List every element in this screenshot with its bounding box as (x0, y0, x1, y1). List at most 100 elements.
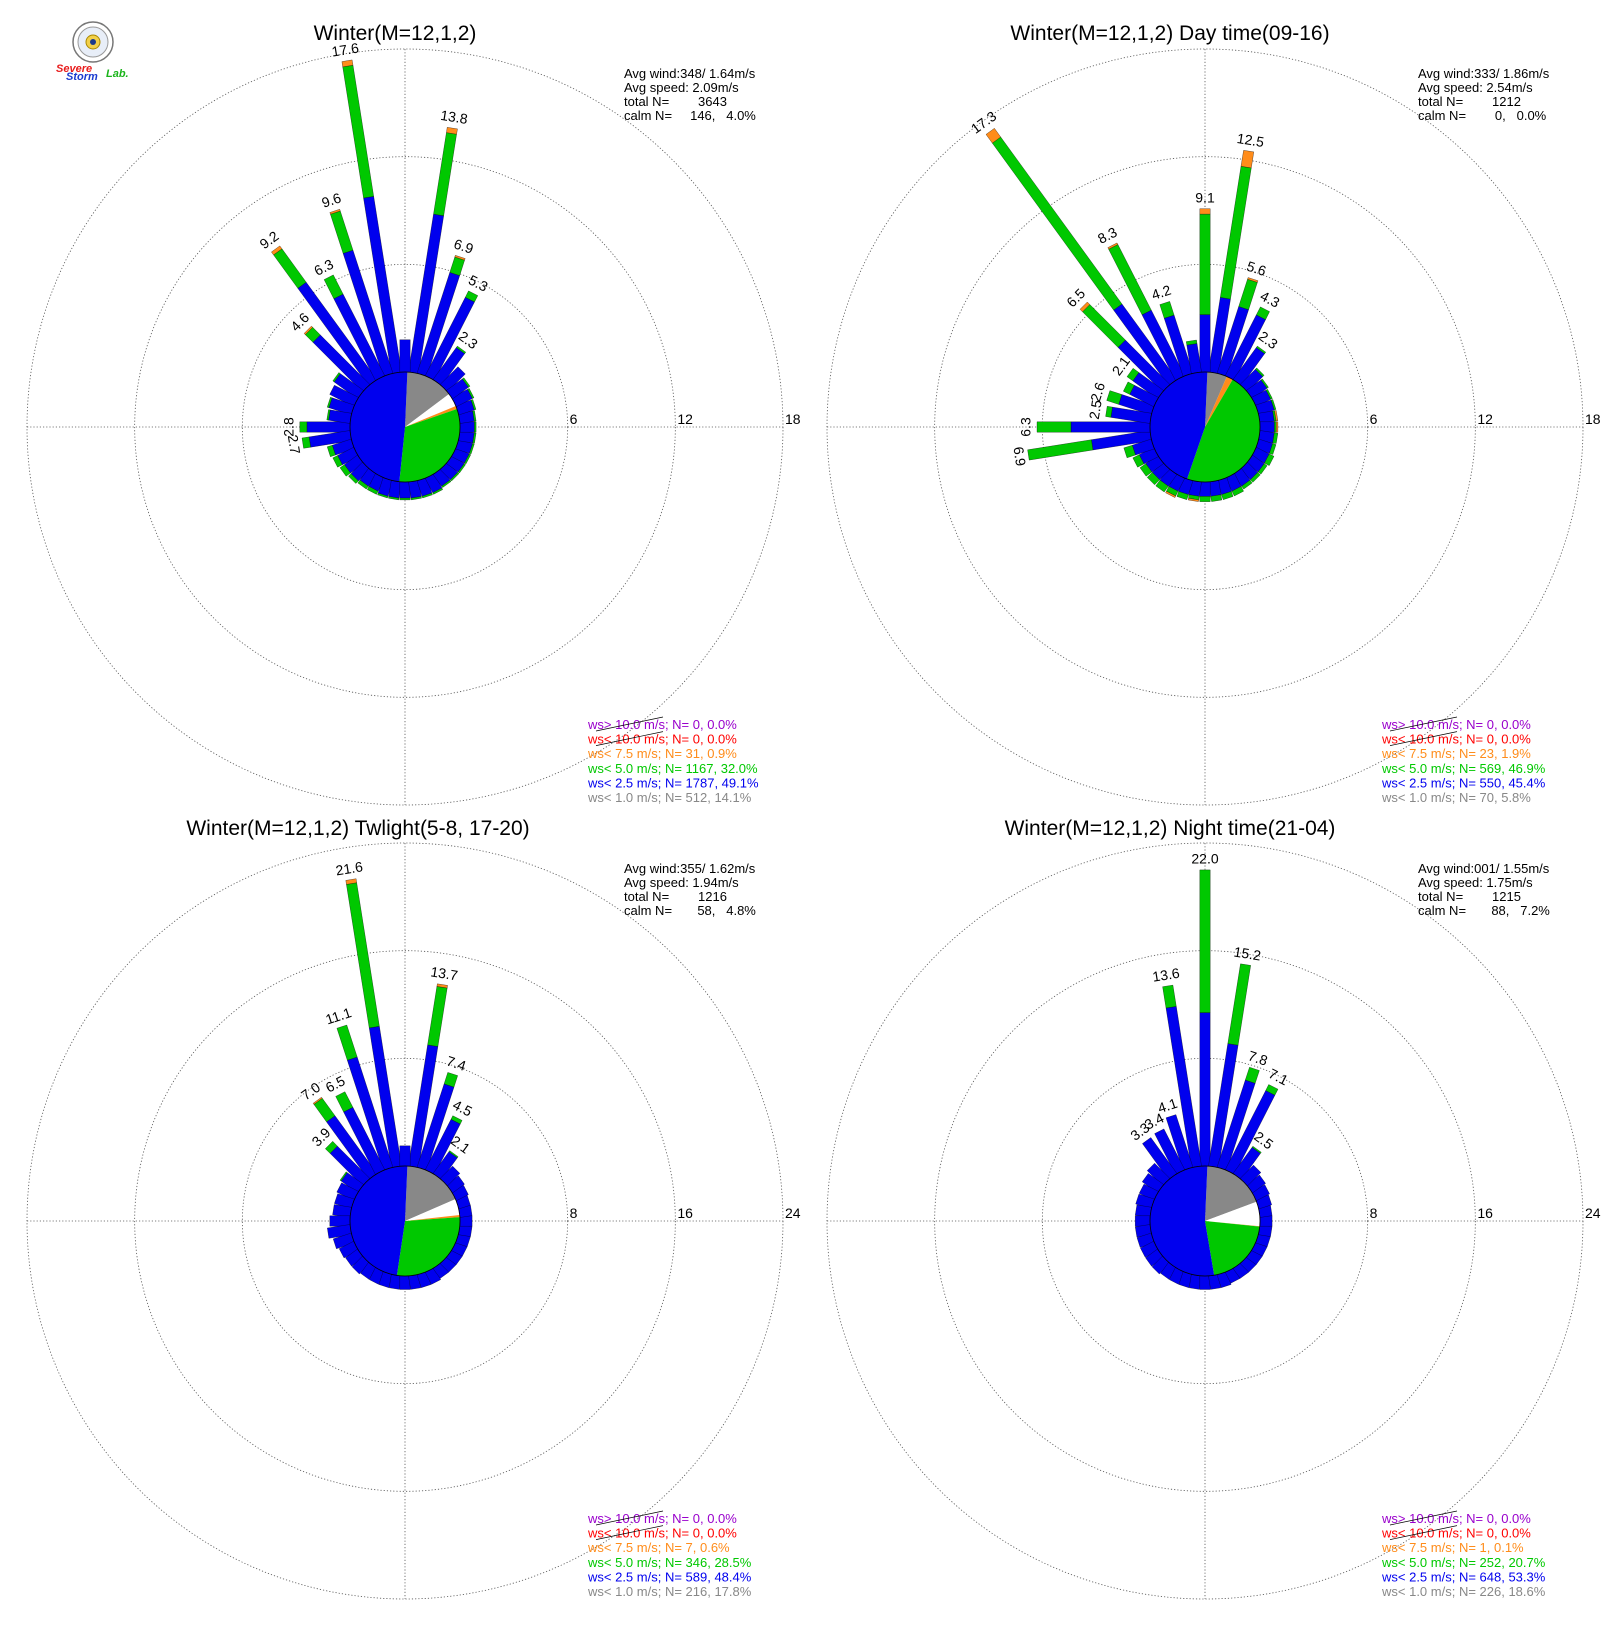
legend-strike (1389, 716, 1458, 732)
pie-slice (405, 1166, 456, 1221)
panel-title: Winter(M=12,1,2) Night time(21-04) (1005, 817, 1336, 840)
petal-segment (1186, 339, 1198, 346)
petal-segment (329, 1215, 351, 1227)
petal-segment (1165, 490, 1176, 498)
petal-segment (1199, 1275, 1211, 1290)
petal-value-label: 2.5 (1086, 399, 1105, 421)
petal-segment (410, 496, 422, 501)
pie-slice (405, 406, 457, 427)
petal-segment (1251, 1145, 1262, 1154)
petal-segment (1135, 1204, 1152, 1218)
petal-segment (1126, 368, 1140, 382)
logo-storm-text: Storm (66, 71, 98, 83)
center-pie (349, 371, 461, 483)
petal-bars (985, 128, 1279, 502)
petal-segment (472, 410, 477, 422)
petal-value-label: 21.6 (334, 858, 364, 878)
university-seal-icon (72, 21, 114, 63)
legend-entry: ws> 10.0 m/s; N= 0, 0.0% (587, 1511, 737, 1526)
wind-rose-panel: 21.613.711.17.47.0 6.54.53.9 2.1 8 16 24 Win… (26, 817, 801, 1600)
stats-block: Avg wind:348/ 1.64m/s Avg speed: 2.09m/s… (624, 66, 756, 123)
legend-strike (595, 1525, 664, 1540)
pie-outline (1149, 371, 1261, 483)
pie-slice (405, 372, 450, 427)
petal-segment (1135, 1215, 1151, 1227)
radial-tick-label: 12 (677, 411, 693, 427)
legend-entry: ws< 2.5 m/s; N= 648, 53.3% (1381, 1569, 1546, 1584)
petal-segment (458, 430, 475, 444)
petal-segment (1105, 406, 1113, 418)
petal-segment (1132, 454, 1145, 468)
pie-slice (349, 1165, 408, 1276)
radial-tick-label: 6 (1370, 411, 1378, 427)
petal-segment (346, 882, 380, 1029)
panel-title: Winter(M=12,1,2) (314, 22, 477, 45)
petal-segment (1221, 491, 1234, 500)
pie-slice (405, 1199, 460, 1221)
petal-value-label: 2.7 (285, 434, 304, 456)
petal-segment (357, 479, 369, 490)
grid-ring (241, 1057, 569, 1385)
speed-legend: ws> 10.0 m/s; N= 0, 0.0%ws< 10.0 m/s; N=… (1381, 716, 1546, 805)
petal-segment (1250, 472, 1261, 483)
petal-segment (1146, 472, 1160, 486)
legend-entry: ws< 7.5 m/s; N= 7, 0.6% (587, 1540, 730, 1555)
petal-segment (1155, 479, 1169, 493)
pie-slice (1187, 379, 1260, 482)
petal-value-label: 22.0 (1191, 851, 1218, 867)
wind-rose-panel: 17.613.89.69.2 6.96.35.34.62.32.82.7 6 12 1… (26, 22, 801, 806)
total-n: total N= 3643 (624, 94, 727, 109)
calm-n: calm N= 0, 0.0% (1418, 108, 1547, 123)
petal-segment (341, 59, 354, 68)
grid-ring (26, 842, 784, 1600)
pie-outline (349, 1165, 461, 1277)
petal-segment (462, 377, 471, 388)
petal-value-label: 11.1 (323, 1004, 353, 1027)
petal-value-label: 7.8 (1246, 1047, 1270, 1068)
petal-bars (1135, 869, 1279, 1290)
petal-segment (388, 496, 400, 501)
petal-segment (1241, 479, 1253, 490)
petal-segment (433, 132, 457, 216)
logo-lab-text: Lab. (106, 68, 129, 80)
petal-value-label: 6.9 (1010, 445, 1029, 467)
petal-segment (427, 986, 448, 1047)
petal-segment (330, 210, 354, 254)
legend-entry: ws< 2.5 m/s; N= 550, 45.4% (1381, 775, 1546, 790)
radial-tick-label: 8 (570, 1205, 578, 1221)
pie-slice (405, 1215, 460, 1221)
calm-n: calm N= 88, 7.2% (1418, 903, 1550, 918)
petal-segment (457, 463, 466, 474)
petal-segment (1240, 150, 1254, 169)
radial-tick-label: 8 (1370, 1205, 1378, 1221)
petal-value-label: 6.3 (311, 256, 336, 279)
pie-slice (1149, 1165, 1215, 1276)
petal-labels: 22.015.213.67.87.14.13.43.3 2.5 (1127, 851, 1291, 1153)
grid-ring (26, 48, 784, 806)
stats-block: Avg wind:355/ 1.62m/s Avg speed: 1.94m/s… (624, 861, 756, 918)
petal-segment (1272, 432, 1279, 444)
petal-segment (348, 473, 359, 484)
petal-value-label: 6.5 (323, 1072, 348, 1095)
petal-segment (325, 1141, 338, 1154)
avg-speed: Avg speed: 1.75m/s (1418, 875, 1533, 890)
petal-segment (342, 65, 374, 199)
radial-tick-label: 18 (785, 411, 801, 427)
petal-segment (449, 256, 465, 276)
petal-value-label: 4.1 (1156, 1095, 1180, 1116)
grid-ring (1041, 263, 1369, 591)
petal-segment (1255, 367, 1265, 377)
petal-segment (474, 421, 477, 433)
avg-wind: Avg wind:348/ 1.64m/s (624, 66, 756, 81)
petal-segment (327, 397, 333, 408)
petal-value-label: 2.8 (281, 417, 297, 437)
avg-speed: Avg speed: 2.54m/s (1418, 80, 1533, 95)
logo-severe-text: Severe (56, 63, 92, 75)
petal-segment (1162, 984, 1177, 1009)
petal-value-label: 17.6 (330, 40, 360, 60)
center-pie (1149, 1165, 1261, 1277)
total-n: total N= 1216 (624, 889, 727, 904)
petal-segment (335, 1091, 354, 1113)
petal-segment (441, 479, 452, 488)
petal-segment (1199, 213, 1211, 315)
